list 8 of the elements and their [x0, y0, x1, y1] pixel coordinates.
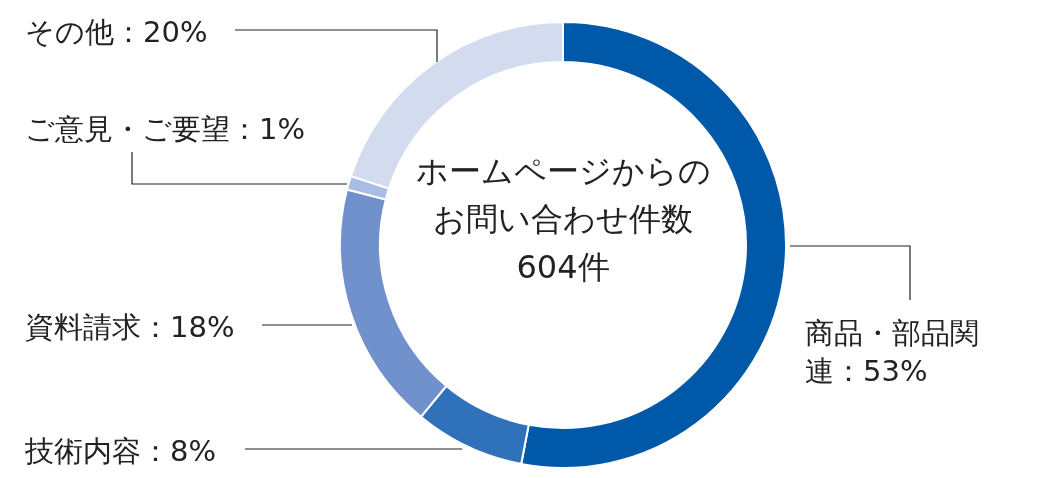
slice-label: ご意見・ご要望：1%: [25, 112, 306, 146]
slice-label: 資料請求：18%: [25, 310, 235, 344]
text: ホームページからの: [415, 152, 711, 190]
slice-label: 商品・部品関連：53%: [805, 315, 980, 390]
text: お問い合わせ件数: [433, 200, 693, 238]
slice-label: その他：20%: [25, 15, 208, 49]
text: 604件: [516, 248, 610, 286]
slice-label: 技術内容：8%: [24, 434, 217, 468]
